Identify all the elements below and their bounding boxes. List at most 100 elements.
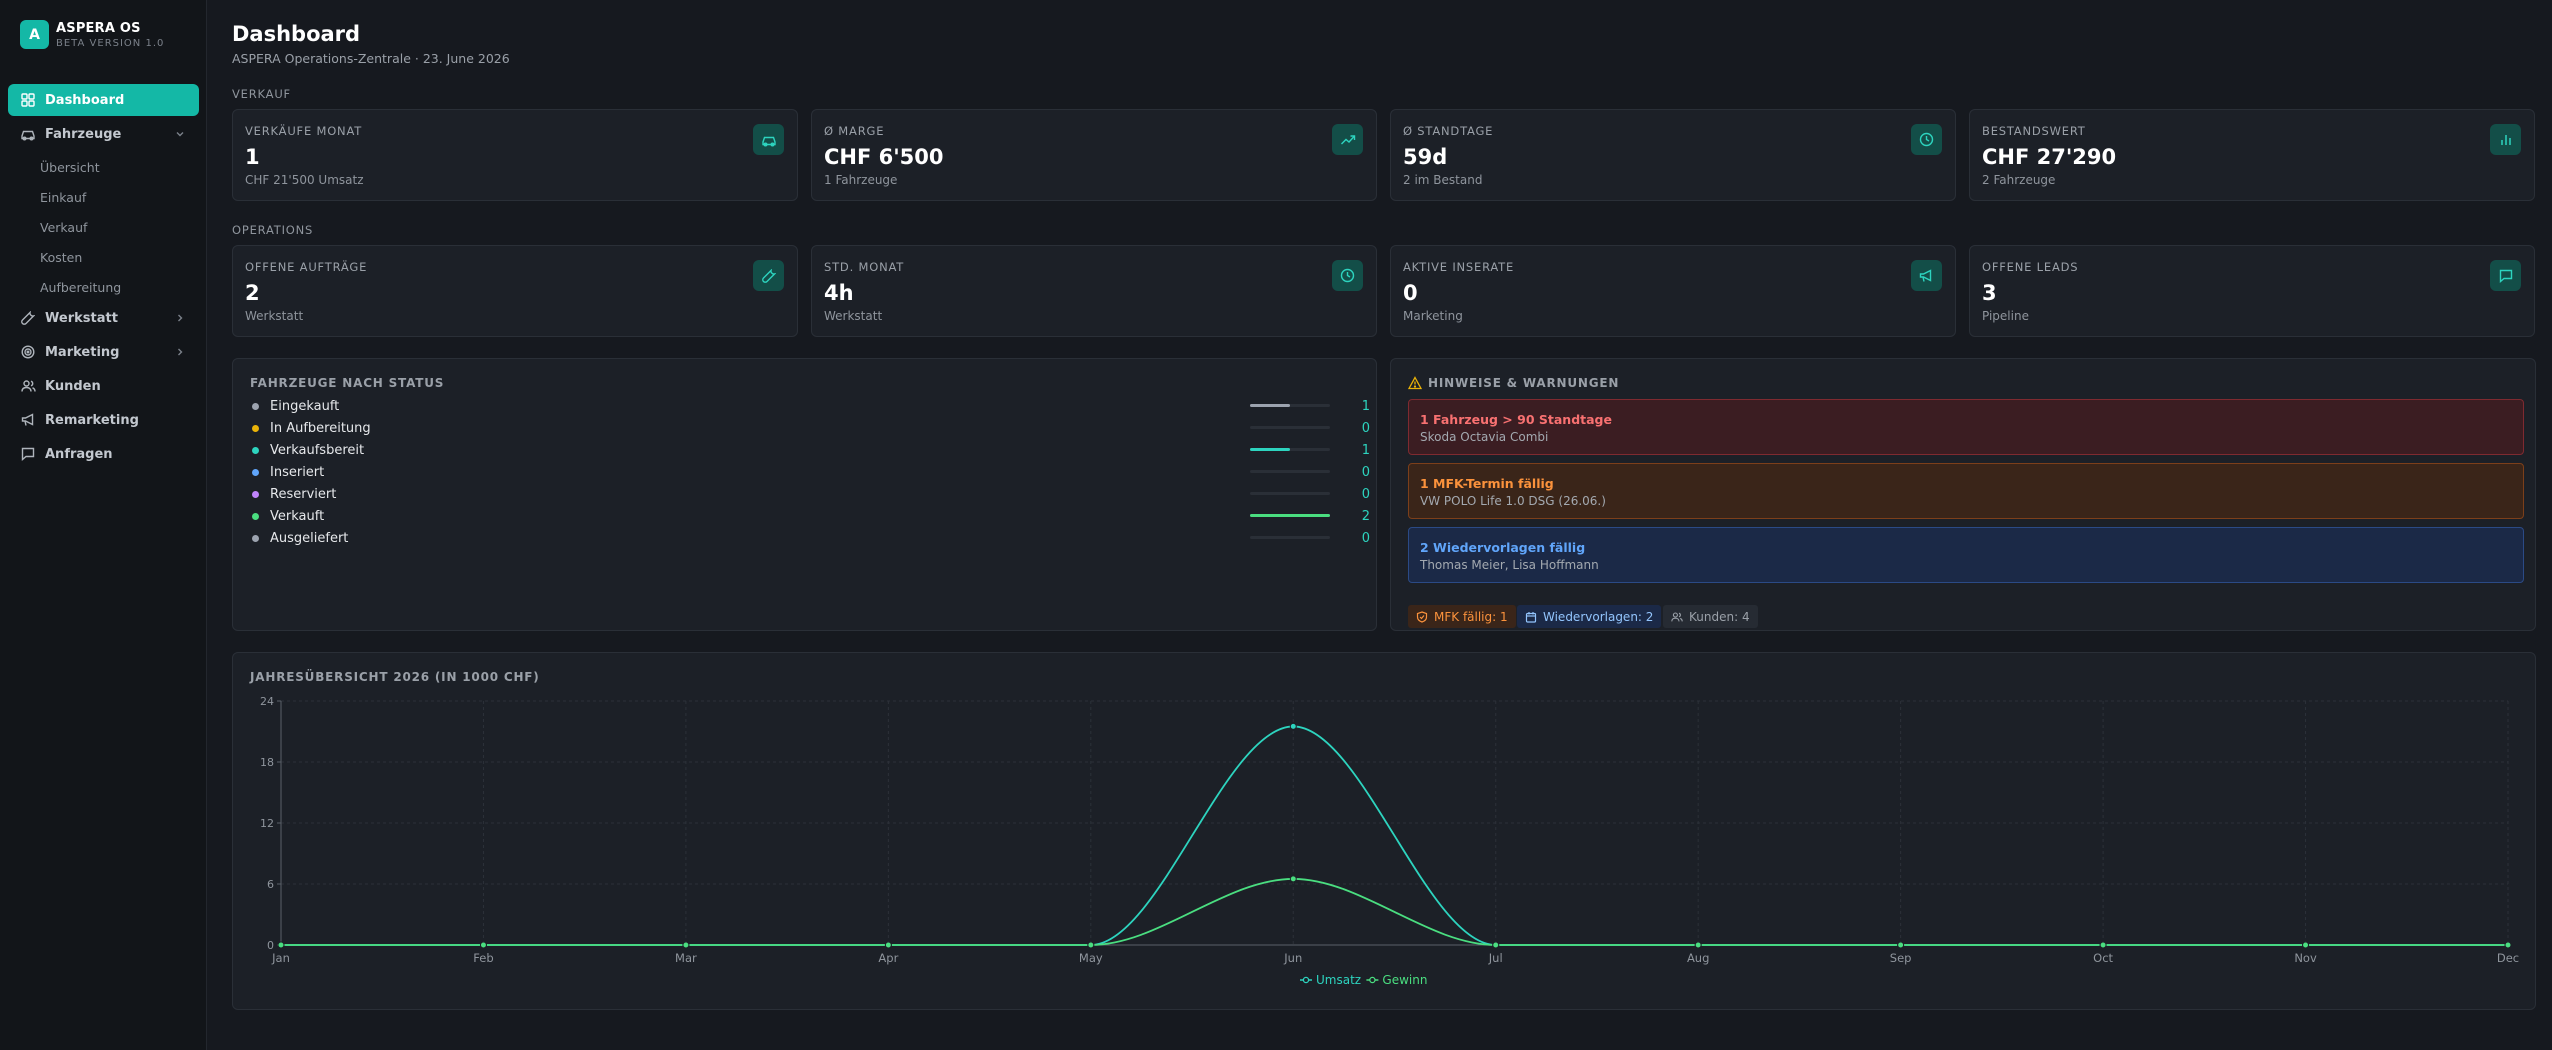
brand-version: BETA VERSION 1.0 xyxy=(56,37,165,49)
kpi-sub: Marketing xyxy=(1403,309,1463,323)
kpi-value: CHF 27'290 xyxy=(1982,145,2117,169)
kpi-value: 2 xyxy=(245,281,260,305)
wrench-icon xyxy=(20,310,36,326)
sidebar-item-label: Remarketing xyxy=(45,412,139,428)
alert-warning[interactable]: 1 MFK-Termin fällig VW POLO Life 1.0 DSG… xyxy=(1408,463,2524,519)
kpi-card-standing-days[interactable]: Ø STANDTAGE 59d 2 im Bestand xyxy=(1390,109,1956,201)
legend-marker xyxy=(1369,976,1376,984)
sidebar-item-marketing[interactable]: Marketing xyxy=(8,336,199,368)
y-tick-label: 24 xyxy=(260,695,274,708)
kpi-value: 0 xyxy=(1403,281,1418,305)
alert-title: 1 Fahrzeug > 90 Standtage xyxy=(1420,412,1612,427)
status-name: Ausgeliefert xyxy=(270,530,349,546)
status-row: Verkauft 2 xyxy=(250,505,1370,527)
data-point-gewinn xyxy=(1289,875,1297,883)
data-point-gewinn xyxy=(1694,941,1702,949)
status-bar-fill xyxy=(1250,448,1290,451)
x-tick-label: Dec xyxy=(2497,951,2519,965)
kpi-card-hours-month[interactable]: STD. MONAT 4h Werkstatt xyxy=(811,245,1377,337)
kpi-sub: Werkstatt xyxy=(824,309,883,323)
alert-sub: Thomas Meier, Lisa Hoffmann xyxy=(1420,558,1599,572)
x-tick-label: Jan xyxy=(271,951,290,965)
kpi-value: CHF 6'500 xyxy=(824,145,944,169)
annual-chart-panel: JAHRESÜBERSICHT 2026 (IN 1000 CHF) 0 6 12 1… xyxy=(232,652,2536,1010)
sidebar-item-dashboard[interactable]: Dashboard xyxy=(8,84,199,116)
alert-sub: Skoda Octavia Combi xyxy=(1420,430,1549,444)
chevron-right-icon xyxy=(173,345,187,359)
kpi-label: BESTANDSWERT xyxy=(1982,124,2086,138)
message-icon xyxy=(20,446,36,462)
status-count: 1 xyxy=(1361,398,1370,414)
data-point-gewinn xyxy=(884,941,892,949)
kpi-label: AKTIVE INSERATE xyxy=(1403,260,1515,274)
kpi-card-sales-month[interactable]: VERKÄUFE MONAT 1 CHF 21'500 Umsatz xyxy=(232,109,798,201)
chip-label: Kunden: 4 xyxy=(1689,609,1750,624)
kpi-label: VERKÄUFE MONAT xyxy=(245,124,363,138)
kpi-card-active-listings[interactable]: AKTIVE INSERATE 0 Marketing xyxy=(1390,245,1956,337)
chip-customers[interactable]: Kunden: 4 xyxy=(1663,605,1758,628)
status-bar xyxy=(1250,426,1330,429)
status-count: 0 xyxy=(1361,464,1370,480)
alert-sub: VW POLO Life 1.0 DSG (26.06.) xyxy=(1420,494,1606,508)
status-dot xyxy=(252,490,259,498)
sidebar-subitem-einkauf[interactable]: Einkauf xyxy=(40,189,87,205)
users-icon xyxy=(20,378,36,394)
status-row: Inseriert 0 xyxy=(250,461,1370,483)
alert-danger[interactable]: 1 Fahrzeug > 90 Standtage Skoda Octavia … xyxy=(1408,399,2524,455)
chevron-down-icon xyxy=(173,127,187,141)
status-bar xyxy=(1250,470,1330,473)
brand-logo: A xyxy=(20,20,49,49)
shield-icon xyxy=(1416,610,1428,623)
status-count: 1 xyxy=(1361,442,1370,458)
sidebar-item-anfragen[interactable]: Anfragen xyxy=(8,438,199,470)
sidebar-subitem-verkauf[interactable]: Verkauf xyxy=(40,219,88,235)
status-bar xyxy=(1250,492,1330,495)
status-dot xyxy=(252,402,259,410)
x-tick-label: Jul xyxy=(1488,951,1503,965)
status-bar-fill xyxy=(1250,514,1330,517)
sidebar-item-werkstatt[interactable]: Werkstatt xyxy=(8,302,199,334)
sidebar-subitem-uebersicht[interactable]: Übersicht xyxy=(40,159,100,175)
status-bar xyxy=(1250,448,1330,451)
status-row: Ausgeliefert 0 xyxy=(250,527,1370,549)
kpi-value: 59d xyxy=(1403,145,1448,169)
trending-up-icon xyxy=(1332,124,1363,155)
status-count: 0 xyxy=(1361,486,1370,502)
sidebar-item-label: Fahrzeuge xyxy=(45,126,122,142)
kpi-sub: 2 Fahrzeuge xyxy=(1982,173,2056,187)
kpi-card-inventory-value[interactable]: BESTANDSWERT CHF 27'290 2 Fahrzeuge xyxy=(1969,109,2535,201)
x-tick-label: Oct xyxy=(2093,951,2113,965)
status-name: Inseriert xyxy=(270,464,325,480)
kpi-card-open-orders[interactable]: OFFENE AUFTRÄGE 2 Werkstatt xyxy=(232,245,798,337)
kpi-card-open-leads[interactable]: OFFENE LEADS 3 Pipeline xyxy=(1969,245,2535,337)
sidebar-item-label: Dashboard xyxy=(45,92,125,108)
sidebar-subitem-aufbereitung[interactable]: Aufbereitung xyxy=(40,279,122,295)
status-bar xyxy=(1250,536,1330,539)
status-name: Verkaufsbereit xyxy=(270,442,365,458)
sidebar-subitem-kosten[interactable]: Kosten xyxy=(40,249,83,265)
y-tick-label: 12 xyxy=(260,817,274,830)
users-icon xyxy=(1671,611,1683,623)
status-row: In Aufbereitung 0 xyxy=(250,417,1370,439)
kpi-card-margin[interactable]: Ø MARGE CHF 6'500 1 Fahrzeuge xyxy=(811,109,1377,201)
chevron-right-icon xyxy=(173,311,187,325)
alert-info[interactable]: 2 Wiedervorlagen fällig Thomas Meier, Li… xyxy=(1408,527,2524,583)
page-title: Dashboard xyxy=(232,22,361,46)
legend-label: Umsatz xyxy=(1316,973,1361,987)
x-tick-label: Sep xyxy=(1890,951,1912,965)
status-count: 0 xyxy=(1361,530,1370,546)
data-point-gewinn xyxy=(1087,941,1095,949)
sidebar-item-fahrzeuge[interactable]: Fahrzeuge xyxy=(8,118,199,150)
annual-line-chart: 0 6 12 18 24 Jan Feb Mar Apr May Jun Jul Aug Sep Oct No… xyxy=(260,695,2519,987)
data-point-gewinn xyxy=(1492,941,1500,949)
sidebar-item-kunden[interactable]: Kunden xyxy=(8,370,199,402)
status-name: Eingekauft xyxy=(270,398,340,414)
data-point-gewinn xyxy=(2504,941,2512,949)
section-label-operations: OPERATIONS xyxy=(232,223,314,237)
brand: A ASPERA OS BETA VERSION 1.0 xyxy=(20,20,164,49)
chip-mfk-due[interactable]: MFK fällig: 1 xyxy=(1408,605,1516,628)
sidebar-item-remarketing[interactable]: Remarketing xyxy=(8,404,199,436)
chip-followups[interactable]: Wiedervorlagen: 2 xyxy=(1517,605,1662,628)
car-icon xyxy=(20,126,36,142)
sidebar-item-label: Kunden xyxy=(45,378,101,394)
